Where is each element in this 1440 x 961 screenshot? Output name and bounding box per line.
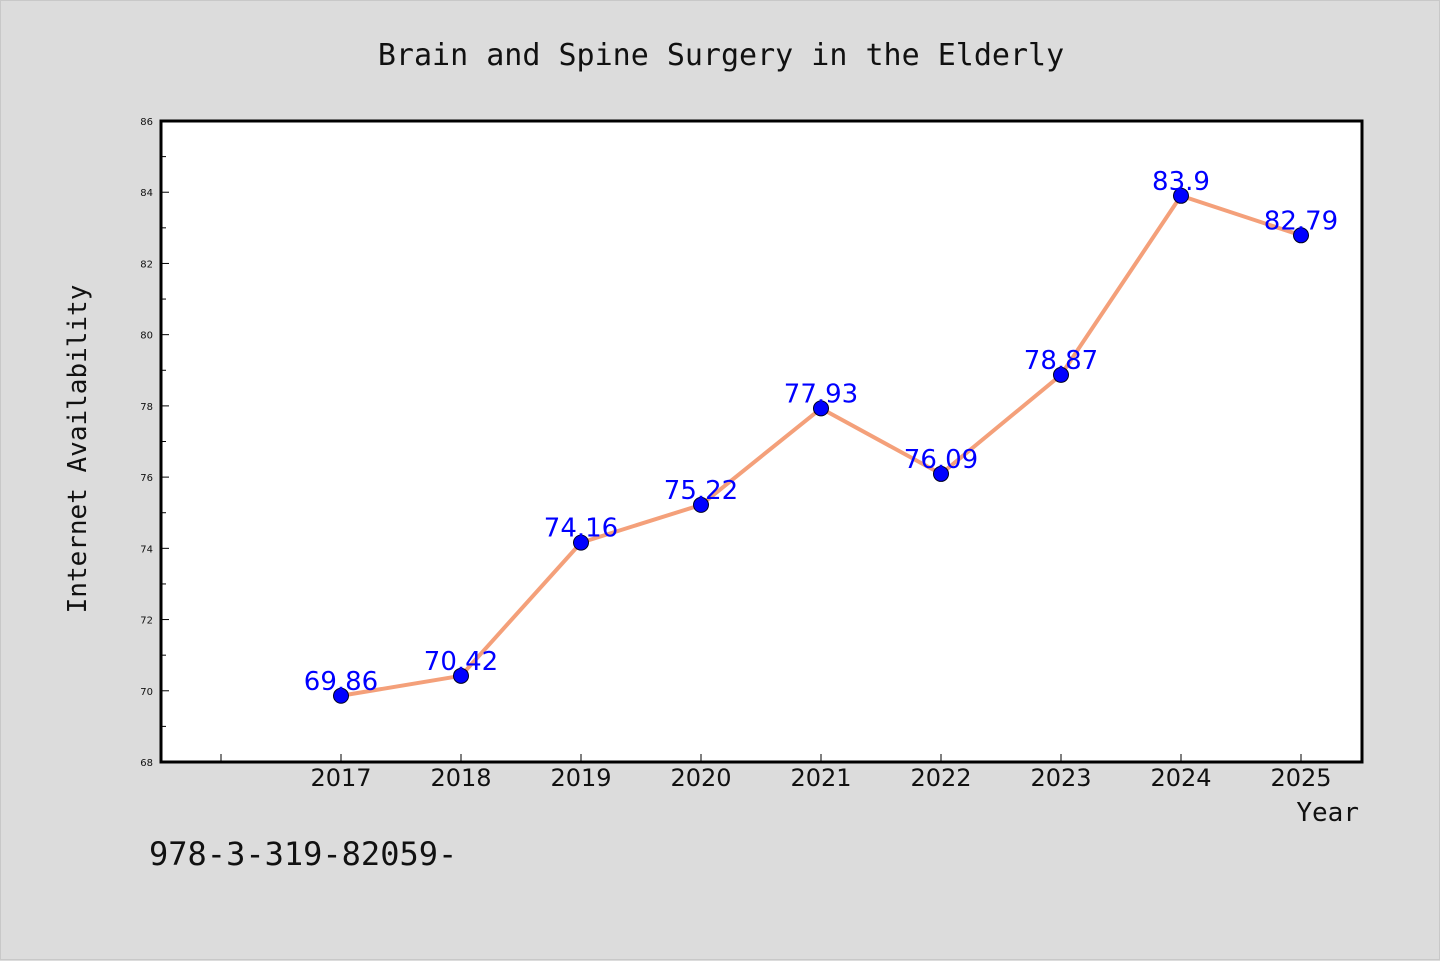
data-label: 77.93 — [784, 379, 858, 409]
y-tick-label: 76 — [140, 473, 153, 484]
data-point-marker — [1173, 187, 1189, 204]
y-tick-label: 70 — [140, 687, 153, 698]
data-label: 70.42 — [424, 647, 498, 677]
x-tick-label: 2024 — [1150, 764, 1211, 792]
x-tick-label: 2019 — [550, 764, 611, 792]
data-point-marker — [573, 534, 589, 551]
footer-isbn-text: 978-3-319-82059- — [149, 835, 457, 873]
x-tick-label: 2025 — [1270, 764, 1331, 792]
y-tick-label: 74 — [140, 544, 153, 555]
chart-title: Brain and Spine Surgery in the Elderly — [378, 38, 1064, 73]
data-label: 75.22 — [664, 476, 738, 506]
x-axis-label: Year — [1296, 798, 1359, 828]
x-tick-label: 2022 — [910, 764, 971, 792]
data-point-marker — [1053, 366, 1069, 383]
data-label: 82.79 — [1264, 206, 1338, 236]
x-tick-label: 2020 — [670, 764, 731, 792]
y-axis: 68 70 72 74 76 78 80 82 84 86 — [140, 117, 169, 769]
data-label: 69.86 — [304, 667, 378, 697]
data-point-marker — [933, 465, 949, 482]
x-tick-label: 2023 — [1030, 764, 1091, 792]
data-label: 76.09 — [904, 445, 978, 475]
y-tick-label: 80 — [140, 331, 153, 342]
y-tick-label: 68 — [140, 758, 153, 769]
data-point-marker — [813, 400, 829, 417]
x-axis: 2017 2018 2019 2020 2021 2022 2023 2024 2025 — [220, 754, 1332, 792]
data-label: 74.16 — [544, 514, 618, 544]
y-tick-label: 82 — [140, 259, 153, 270]
x-tick-label: 2017 — [310, 764, 371, 792]
data-point-marker — [693, 496, 709, 513]
y-tick-label: 78 — [140, 402, 153, 413]
x-tick-label: 2021 — [790, 764, 851, 792]
y-tick-label: 72 — [140, 616, 153, 627]
y-axis-label: Internet Availability — [63, 285, 93, 614]
data-label: 78.87 — [1024, 346, 1098, 376]
data-point-marker — [453, 667, 469, 684]
y-tick-label: 86 — [140, 117, 153, 128]
x-tick-label: 2018 — [430, 764, 491, 792]
y-tick-label: 84 — [140, 188, 153, 199]
data-point-marker — [1293, 227, 1309, 244]
data-point-marker — [333, 687, 349, 704]
series-layer: 69.86 70.42 74.16 75.22 77.93 76.09 78.87 83.9 8… — [304, 167, 1338, 704]
data-label: 83.9 — [1152, 167, 1210, 197]
